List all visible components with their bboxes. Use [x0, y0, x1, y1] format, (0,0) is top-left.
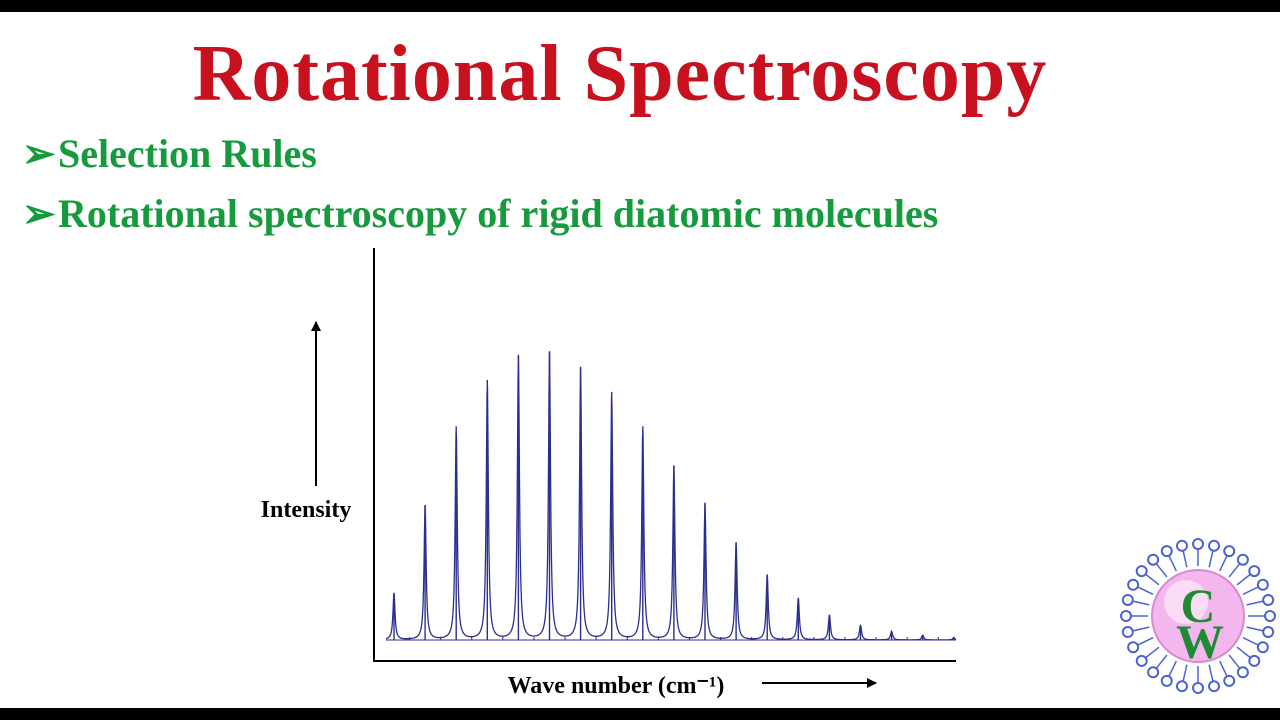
- logo-bead: [1223, 545, 1236, 558]
- logo-bead: [1208, 539, 1221, 552]
- logo-bead: [1236, 553, 1249, 566]
- logo-bead-tail: [1144, 646, 1160, 659]
- logo-bead: [1256, 578, 1269, 591]
- logo-bead-tail: [1167, 660, 1177, 678]
- logo-bead-tail: [1219, 554, 1229, 572]
- spectral-lines: [393, 352, 955, 640]
- logo-bead: [1120, 610, 1132, 622]
- logo-bead-tail: [1182, 549, 1188, 568]
- logo-bead: [1248, 565, 1261, 578]
- bullet-text: Rotational spectroscopy of rigid diatomi…: [58, 191, 939, 236]
- logo-bead-tail: [1236, 573, 1252, 586]
- logo-bead: [1208, 680, 1221, 693]
- logo-bead-tail: [1219, 660, 1229, 678]
- logo-bead-tail: [1155, 654, 1168, 670]
- logo-bead: [1256, 641, 1269, 654]
- y-axis-label: Intensity: [261, 497, 352, 523]
- logo-bead: [1121, 593, 1134, 606]
- slide-title: Rotational Spectroscopy: [192, 30, 1048, 118]
- logo-letter-w: W: [1176, 616, 1224, 669]
- logo-bead: [1160, 674, 1173, 687]
- bullet-text: Selection Rules: [58, 131, 317, 176]
- logo-bead: [1147, 553, 1160, 566]
- arrow-bullet-icon: ➢: [22, 191, 56, 236]
- logo-bead: [1192, 538, 1204, 550]
- logo-bead: [1135, 565, 1148, 578]
- logo-bead: [1192, 682, 1204, 694]
- bullet-rigid-diatomic: ➢Rotational spectroscopy of rigid diatom…: [22, 194, 938, 234]
- cw-logo: C W: [1116, 534, 1280, 698]
- logo-bead-tail: [1155, 562, 1168, 578]
- logo-bead-tail: [1242, 585, 1260, 595]
- logo-bead: [1175, 539, 1188, 552]
- logo-bead-tail: [1228, 654, 1241, 670]
- logo-bead: [1248, 654, 1261, 667]
- logo-bead: [1262, 626, 1275, 639]
- logo-bead-tail: [1242, 637, 1260, 647]
- x-axis-label: Wave number (cm⁻¹): [508, 673, 725, 699]
- bullet-selection-rules: ➢Selection Rules: [22, 134, 317, 174]
- logo-bead-tail: [1136, 585, 1154, 595]
- logo-bead: [1223, 674, 1236, 687]
- logo-bead: [1236, 666, 1249, 679]
- logo-bead-tail: [1144, 573, 1160, 586]
- logo-bead-tail: [1136, 637, 1154, 647]
- logo-bead-tail: [1228, 562, 1241, 578]
- logo-bead: [1147, 666, 1160, 679]
- logo-bead: [1264, 610, 1276, 622]
- logo-bead-tail: [1246, 626, 1265, 632]
- logo-bead-tail: [1182, 664, 1188, 683]
- logo-bead-tail: [1208, 549, 1214, 568]
- logo-bead: [1262, 593, 1275, 606]
- logo-bead: [1127, 641, 1140, 654]
- logo-letter-c: C: [1181, 580, 1216, 633]
- logo-bead: [1127, 578, 1140, 591]
- spectrum-series-line: [385, 351, 957, 641]
- logo-bead-tail: [1131, 600, 1150, 606]
- logo-bead: [1160, 545, 1173, 558]
- logo-bead-tail: [1236, 646, 1252, 659]
- logo-bead-tail: [1208, 664, 1214, 683]
- logo-bead: [1135, 654, 1148, 667]
- arrow-bullet-icon: ➢: [22, 131, 56, 176]
- logo-bead-ring: [1120, 538, 1276, 694]
- logo-bead-tail: [1167, 554, 1177, 572]
- logo-bead-tail: [1131, 626, 1150, 632]
- logo-bead: [1175, 680, 1188, 693]
- logo-bead: [1121, 626, 1134, 639]
- logo-bead-tail: [1246, 600, 1265, 606]
